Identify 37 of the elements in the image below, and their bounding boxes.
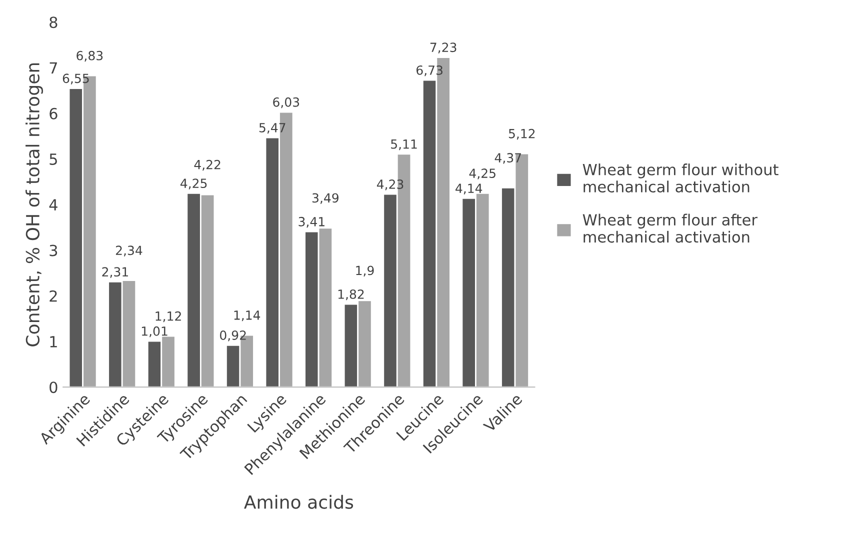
data-label: 1,9 <box>356 266 374 276</box>
data-label: 4,14 <box>456 184 482 194</box>
data-label: 4,25 <box>180 178 207 190</box>
x-axis-title: Amino acids <box>244 494 354 509</box>
legend-label: Wheat germ flour without mechanical activation <box>582 164 778 192</box>
legend-label: Wheat germ flour after mechanical activation <box>582 214 758 243</box>
data-label: 1,01 <box>142 326 168 338</box>
data-label: 2,31 <box>102 267 128 278</box>
data-label: 6,03 <box>273 97 300 108</box>
y-tick-label: 1 <box>50 336 57 348</box>
data-label: 3,41 <box>298 216 324 228</box>
data-label: 6,55 <box>62 74 89 84</box>
data-label: 5,12 <box>508 128 535 140</box>
data-label: 4,22 <box>194 160 220 171</box>
y-tick-label: 3 <box>50 244 58 256</box>
data-label: 7,23 <box>430 42 456 54</box>
data-label: 4,25 <box>469 168 496 180</box>
data-label: 1,14 <box>234 310 260 322</box>
data-label: 3,49 <box>312 193 338 204</box>
y-axis-title: Content, % OH of total nitrogen <box>26 63 44 346</box>
y-tick-label: 7 <box>50 62 57 74</box>
data-label: 1,82 <box>338 289 364 300</box>
y-tick-label: 0 <box>50 382 58 394</box>
y-tick-label: 4 <box>49 199 58 210</box>
y-tick-label: 5 <box>50 154 57 166</box>
data-label: 4,23 <box>376 180 404 190</box>
data-label: 1,12 <box>156 311 181 322</box>
y-tick-label: 2 <box>50 290 57 302</box>
data-label: 6,73 <box>416 65 442 76</box>
y-tick-label: 6 <box>50 108 58 120</box>
y-tick-label: 8 <box>50 16 58 28</box>
data-label: 5,47 <box>259 123 286 134</box>
data-label: 0,92 <box>220 330 246 342</box>
data-label: 4,37 <box>494 153 521 164</box>
data-label: 6,83 <box>76 50 103 62</box>
data-label: 5,11 <box>391 140 417 150</box>
data-label: 2,34 <box>116 246 142 256</box>
